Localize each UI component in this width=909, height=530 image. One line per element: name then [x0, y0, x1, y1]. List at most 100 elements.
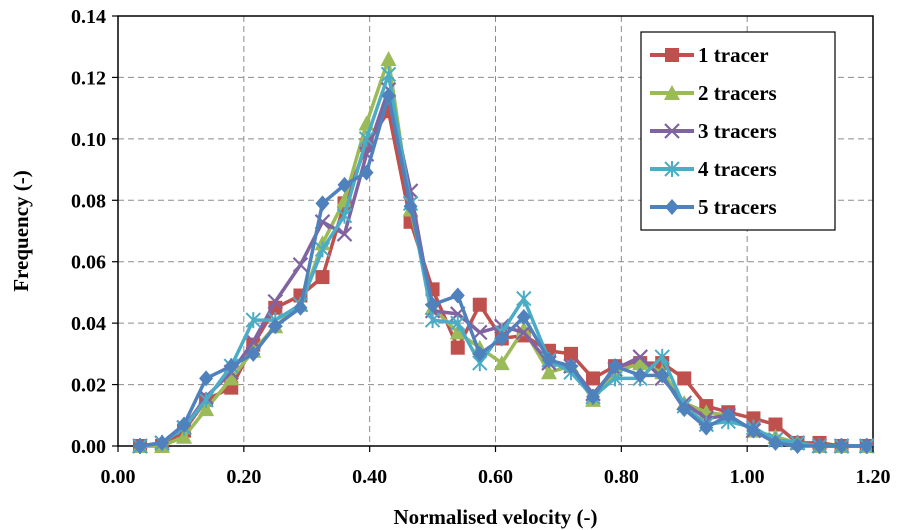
- data-point: [859, 438, 874, 454]
- data-point: [472, 345, 487, 362]
- data-point: [199, 370, 214, 387]
- data-point: [359, 164, 374, 181]
- data-point: [292, 257, 309, 273]
- y-tick-label: 0.00: [71, 436, 106, 458]
- data-point: [632, 349, 648, 365]
- legend-label: 5 tracers: [698, 195, 777, 219]
- y-tick-label: 0.04: [71, 313, 106, 335]
- data-point: [449, 324, 466, 340]
- data-point: [198, 391, 214, 408]
- data-point: [403, 198, 418, 215]
- legend-item: 2 tracers: [650, 81, 777, 105]
- data-point: [245, 312, 261, 329]
- data-point: [472, 297, 487, 312]
- x-axis-title: Normalised velocity (-): [393, 505, 597, 529]
- data-point: [633, 367, 648, 384]
- data-point: [655, 367, 670, 384]
- data-point: [425, 296, 440, 313]
- data-point: [586, 371, 601, 386]
- data-point: [768, 417, 783, 432]
- data-point: [586, 388, 601, 405]
- data-point: [812, 438, 827, 454]
- legend-marker: [664, 85, 680, 100]
- data-point: [790, 438, 805, 454]
- data-point: [268, 318, 283, 335]
- legend-label: 1 tracer: [698, 43, 769, 67]
- data-point: [267, 293, 284, 310]
- data-point: [315, 270, 330, 285]
- data-point: [314, 241, 331, 258]
- data-point: [746, 411, 761, 426]
- legend-items: 1 tracer 2 tracers 3 tracers 4 tracers 5 tra…: [650, 43, 777, 219]
- data-point: [608, 358, 623, 375]
- data-point: [424, 312, 441, 329]
- x-axis-ticks: 0.00 0.20 0.40 0.60 0.80 1.00 1.20: [101, 446, 891, 488]
- data-point: [224, 358, 239, 375]
- legend: 1 tracer 2 tracers 3 tracers 4 tracers 5 tra…: [640, 31, 836, 231]
- legend-item: 5 tracers: [650, 195, 777, 219]
- data-point: [768, 434, 783, 451]
- data-point: [380, 51, 397, 66]
- data-point: [450, 315, 466, 332]
- data-point: [493, 355, 510, 371]
- data-point: [450, 287, 465, 304]
- data-point: [564, 346, 578, 361]
- y-tick-label: 0.08: [71, 190, 106, 212]
- data-point: [677, 401, 692, 418]
- legend-label: 3 tracers: [698, 119, 777, 143]
- data-point: [315, 195, 330, 212]
- x-tick-label: 0.40: [352, 466, 387, 488]
- y-axis-title: Frequency (-): [9, 170, 33, 292]
- data-point: [450, 340, 465, 355]
- x-tick-label: 0.20: [226, 466, 261, 488]
- x-tick-label: 0.00: [101, 466, 136, 488]
- series-layer: [132, 51, 875, 454]
- data-point: [721, 407, 736, 424]
- data-point: [133, 438, 148, 454]
- data-point: [834, 438, 849, 454]
- y-tick-label: 0.06: [71, 252, 106, 274]
- data-point: [155, 434, 170, 451]
- legend-item: 1 tracer: [650, 43, 769, 67]
- y-axis-ticks: 0.00 0.02 0.04 0.06 0.08 0.10 0.12 0.14: [71, 6, 118, 458]
- y-tick-label: 0.10: [71, 129, 106, 151]
- data-point: [246, 345, 261, 362]
- legend-label: 2 tracers: [698, 81, 777, 105]
- data-point: [177, 416, 192, 433]
- y-tick-label: 0.12: [71, 67, 106, 89]
- y-tick-label: 0.02: [71, 375, 106, 397]
- data-point: [336, 207, 353, 224]
- legend-marker: [664, 123, 680, 139]
- data-point: [632, 355, 649, 371]
- data-point: [336, 226, 353, 242]
- data-point: [198, 401, 215, 417]
- data-point: [494, 330, 509, 347]
- data-point: [699, 419, 714, 436]
- data-point: [381, 87, 396, 104]
- y-tick-label: 0.14: [71, 6, 106, 28]
- legend-marker: [665, 199, 679, 215]
- data-point: [564, 358, 578, 375]
- data-point: [654, 348, 670, 365]
- data-point: [337, 176, 352, 193]
- data-point: [677, 371, 692, 386]
- data-point: [516, 290, 532, 307]
- legend-label: 4 tracers: [698, 157, 777, 181]
- legend-item: 4 tracers: [650, 157, 777, 181]
- data-point: [541, 352, 556, 368]
- data-point: [358, 130, 375, 147]
- data-point: [176, 428, 193, 444]
- x-tick-label: 1.20: [856, 466, 891, 488]
- x-tick-label: 0.60: [478, 466, 513, 488]
- series-5: [133, 87, 874, 454]
- grid-lines: [118, 16, 873, 446]
- legend-marker: [665, 48, 679, 62]
- data-point: [380, 66, 397, 83]
- data-point: [540, 364, 557, 380]
- data-point: [746, 422, 761, 439]
- data-point: [223, 370, 240, 386]
- legend-marker: [664, 161, 680, 177]
- data-point: [516, 309, 531, 325]
- legend-item: 3 tracers: [650, 119, 777, 143]
